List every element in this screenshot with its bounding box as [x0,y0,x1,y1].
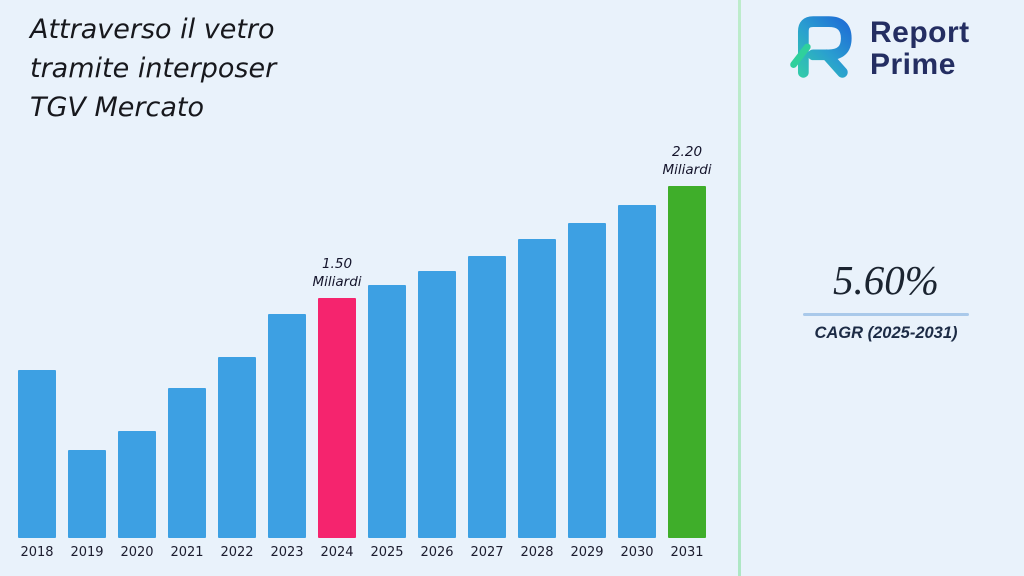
bar-2019 [68,450,106,538]
vertical-divider [738,0,741,576]
bar-column-2029: 2029 [568,140,606,560]
bar-2023 [268,314,306,538]
bar-column-2024: 2024 1.50 Miliardi [312,140,361,560]
x-tick-label-2027: 2027 [470,545,504,560]
bar-column-2019: 2019 [68,140,106,560]
bar-column-2022: 2022 [218,140,256,560]
cagr-label: CAGR (2025-2031) [814,324,958,342]
bar-2027 [468,256,506,538]
brand-logo: Report Prime [778,8,970,90]
x-tick-label-2024: 2024 [320,545,354,560]
bar-2029 [568,223,606,538]
bar-value-annotation-2024: 1.50 Miliardi [312,255,362,290]
x-tick-label-2030: 2030 [620,545,654,560]
x-tick-label-2029: 2029 [570,545,604,560]
report-prime-logo-icon [778,8,856,90]
x-tick-label-2026: 2026 [420,545,454,560]
cagr-value: 5.60% [833,257,939,303]
cagr-underline [803,313,969,316]
bar-2024 [318,298,356,538]
bar-2021 [168,388,206,538]
brand-name-line-1: Report [870,15,970,49]
x-tick-label-2021: 2021 [170,545,204,560]
bar-2022 [218,357,256,538]
bar-column-2027: 2027 [468,140,506,560]
bar-value-annotation-2031: 2.20 Miliardi [662,143,712,178]
x-tick-label-2025: 2025 [370,545,404,560]
x-tick-label-2022: 2022 [220,545,254,560]
bar-2026 [418,271,456,538]
bar-column-2025: 2025 [368,140,406,560]
bar-column-2031: 2031 2.20 Miliardi [662,140,711,560]
bar-column-2028: 2028 [518,140,556,560]
bar-column-2020: 2020 [118,140,156,560]
bar-2020 [118,431,156,538]
x-tick-label-2023: 2023 [270,545,304,560]
brand-name-line-2: Prime [870,48,956,81]
bar-column-2018: 2018 [18,140,56,560]
bar-2018 [18,370,56,538]
page-title-line-2: tramite interposer [30,53,277,85]
bar-2028 [518,239,556,538]
bar-2030 [618,205,656,538]
x-tick-label-2020: 2020 [120,545,154,560]
page-title: Attraverso il vetro tramite interposer T… [30,10,370,127]
bar-column-2021: 2021 [168,140,206,560]
page-title-line-3: TGV Mercato [30,92,204,124]
x-tick-label-2028: 2028 [520,545,554,560]
bar-2025 [368,285,406,538]
brand-name: Report Prime [870,15,970,82]
bar-chart: 2018 2019 2020 2021 2022 2023 2024 1.50 Miliardi… [18,140,712,560]
x-tick-label-2031: 2031 [670,545,704,560]
bar-column-2023: 2023 [268,140,306,560]
bar-column-2030: 2030 [618,140,656,560]
x-tick-label-2018: 2018 [20,545,54,560]
bar-2031 [668,186,706,538]
x-tick-label-2019: 2019 [70,545,104,560]
page-title-line-1: Attraverso il vetro [30,14,275,45]
cagr-panel: 5.60% CAGR (2025-2031) [800,256,972,343]
bar-column-2026: 2026 [418,140,456,560]
